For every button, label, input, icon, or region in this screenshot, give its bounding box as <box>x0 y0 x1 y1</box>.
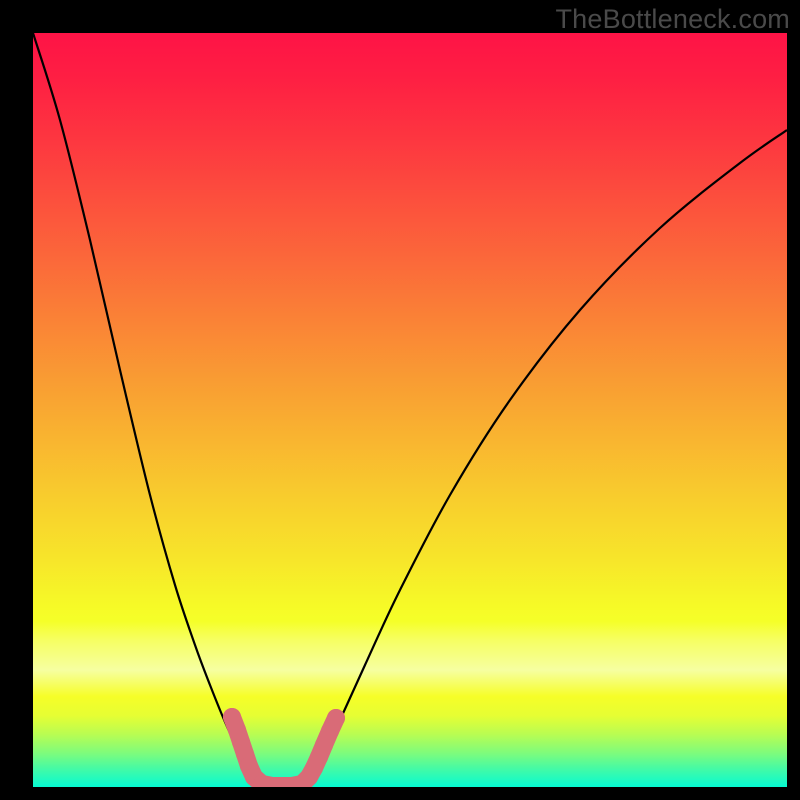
chart-svg-layer <box>33 33 787 787</box>
chart-plot-area <box>33 33 787 787</box>
watermark-text: TheBottleneck.com <box>555 4 790 35</box>
curve-left <box>33 33 258 787</box>
marker-dot <box>327 709 345 727</box>
curve-right <box>306 130 787 787</box>
